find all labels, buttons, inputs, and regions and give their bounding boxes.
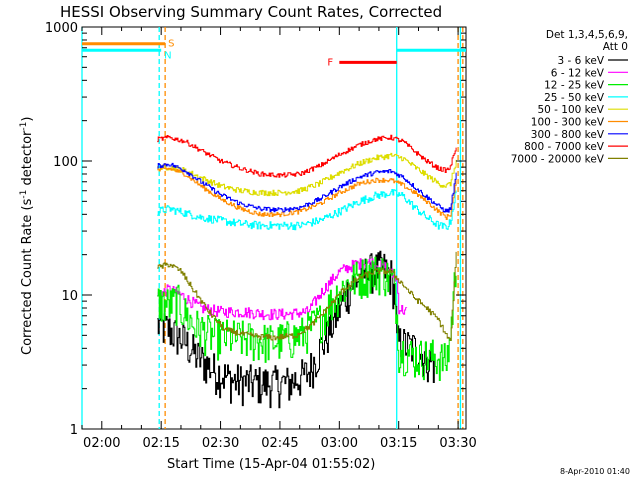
legend-label-4: 50 - 100 keV	[537, 104, 604, 116]
series-line-5	[157, 166, 457, 220]
x-tick-label-5: 03:15	[380, 436, 417, 451]
legend-label-7: 800 - 7000 keV	[524, 141, 605, 153]
series-line-4	[157, 152, 457, 197]
footer-timestamp: 8-Apr-2010 01:40	[560, 467, 630, 476]
x-axis-label: Start Time (15-Apr-04 01:55:02)	[167, 457, 375, 472]
legend-label-1: 6 - 12 keV	[551, 67, 605, 79]
legend-header-1: Det 1,3,4,5,6,9,	[546, 29, 628, 41]
x-tick-label-4: 03:00	[321, 436, 358, 451]
y-axis-label: Corrected Count Rate (s-1 detector-1)	[19, 117, 35, 355]
chart-title: HESSI Observing Summary Count Rates, Cor…	[60, 3, 442, 21]
legend-label-8: 7000 - 20000 keV	[511, 153, 605, 165]
series-line-8	[157, 251, 457, 341]
x-tick-label-0: 02:00	[83, 436, 120, 451]
y-tick-label-1: 10	[61, 289, 78, 304]
y-tick-label-3: 1000	[45, 21, 78, 36]
y-tick-label-2: 100	[53, 155, 78, 170]
axes: 02:00 02:15 02:30 02:45 03:00 03:15 03:30 1 10 10…	[45, 21, 477, 451]
legend-label-2: 12 - 25 keV	[544, 80, 605, 92]
y-tick-label-0: 1	[70, 423, 78, 438]
legend-label-6: 300 - 800 keV	[531, 129, 605, 141]
x-tick-label-1: 02:15	[142, 436, 179, 451]
x-tick-label-2: 02:30	[202, 436, 239, 451]
series-line-6	[157, 162, 457, 213]
x-tick-label-3: 02:45	[261, 436, 298, 451]
series-lines	[157, 134, 457, 409]
x-tick-label-6: 03:30	[439, 436, 476, 451]
series-line-0	[157, 250, 435, 409]
flag-label-n: N	[164, 50, 171, 61]
plot-frame	[81, 26, 467, 430]
series-line-3	[157, 189, 457, 231]
series-line-2	[157, 256, 457, 381]
legend-label-5: 100 - 300 keV	[531, 117, 605, 129]
series-line-7	[157, 134, 457, 178]
legend-label-3: 25 - 50 keV	[544, 92, 605, 104]
flag-bars: SN F	[82, 39, 466, 68]
series-line-1	[157, 258, 408, 321]
legend-label-0: 3 - 6 keV	[557, 55, 604, 67]
flag-label-s: S	[168, 39, 174, 50]
flag-label-f: F	[327, 57, 333, 68]
legend-header-2: Att 0	[603, 41, 628, 53]
vertical-markers	[81, 27, 464, 429]
